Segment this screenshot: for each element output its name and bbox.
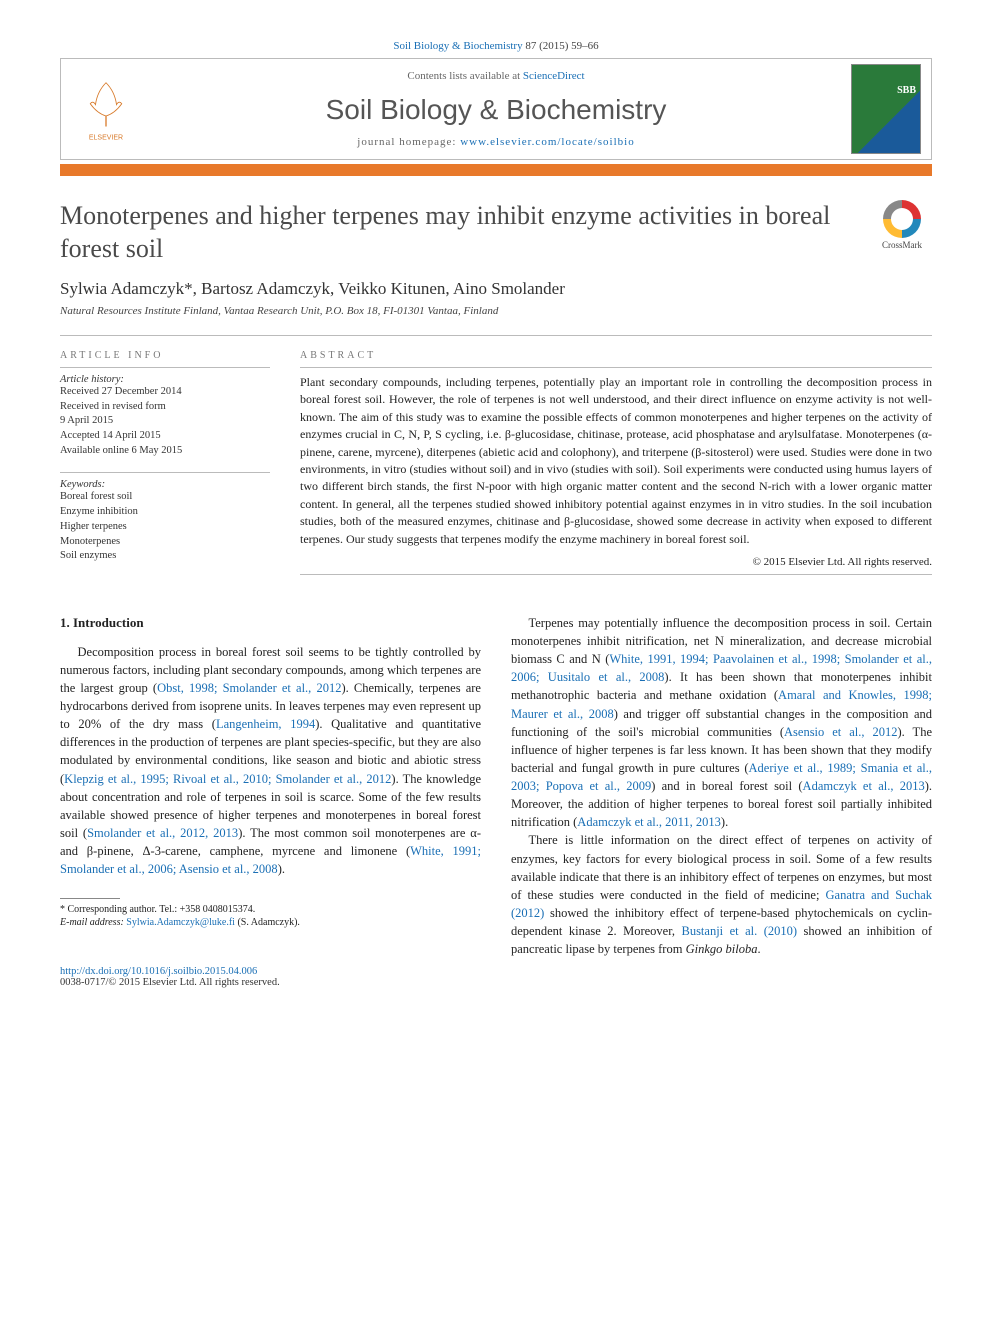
publisher-logo-cell: ELSEVIER <box>61 59 151 159</box>
citation-header: Soil Biology & Biochemistry 87 (2015) 59… <box>60 40 932 52</box>
elsevier-tree-logo: ELSEVIER <box>76 74 136 144</box>
keyword: Enzyme inhibition <box>60 505 270 520</box>
doi-line: http://dx.doi.org/10.1016/j.soilbio.2015… <box>60 966 932 977</box>
homepage-line: journal homepage: www.elsevier.com/locat… <box>151 136 841 148</box>
history-line: 9 April 2015 <box>60 414 270 429</box>
citation-link[interactable]: Obst, 1998; Smolander et al., 2012 <box>157 681 341 695</box>
intro-paragraph-2: Terpenes may potentially influence the d… <box>511 614 932 832</box>
header-center: Contents lists available at ScienceDirec… <box>151 59 841 159</box>
species-italic: Ginkgo biloba <box>686 942 758 956</box>
abstract-heading: ABSTRACT <box>300 350 932 361</box>
section-heading-intro: 1. Introduction <box>60 614 481 633</box>
crossmark-label: CrossMark <box>882 240 922 250</box>
journal-cover-cell <box>841 59 931 159</box>
keywords-label: Keywords: <box>60 479 270 490</box>
keyword: Soil enzymes <box>60 549 270 564</box>
doi-link[interactable]: http://dx.doi.org/10.1016/j.soilbio.2015… <box>60 966 257 977</box>
footnote-block: * Corresponding author. Tel.: +358 04080… <box>60 898 481 929</box>
homepage-prefix: journal homepage: <box>357 136 460 148</box>
footnote-separator <box>60 898 120 899</box>
sciencedirect-link[interactable]: ScienceDirect <box>523 70 585 82</box>
journal-header-box: ELSEVIER Contents lists available at Sci… <box>60 58 932 160</box>
title-row: Monoterpenes and higher terpenes may inh… <box>60 200 932 265</box>
citation-link[interactable]: Adamczyk et al., 2011, 2013 <box>577 815 721 829</box>
abstract-text: Plant secondary compounds, including ter… <box>300 367 932 548</box>
keyword: Monoterpenes <box>60 535 270 550</box>
corresponding-author-footnote: * Corresponding author. Tel.: +358 04080… <box>60 903 481 916</box>
authors-line: Sylwia Adamczyk*, Bartosz Adamczyk, Veik… <box>60 279 932 299</box>
citation-journal-link[interactable]: Soil Biology & Biochemistry <box>393 40 522 52</box>
body-two-column: 1. Introduction Decomposition process in… <box>60 614 932 958</box>
journal-name: Soil Biology & Biochemistry <box>151 94 841 126</box>
intro-paragraph-3: There is little information on the direc… <box>511 831 932 958</box>
citation-link[interactable]: Bustanji et al. (2010) <box>681 924 797 938</box>
abstract-column: ABSTRACT Plant secondary compounds, incl… <box>300 350 932 578</box>
keyword: Boreal forest soil <box>60 490 270 505</box>
article-history-block: Article history: Received 27 December 20… <box>60 367 270 458</box>
citation-link[interactable]: Adamczyk et al., 2013 <box>803 779 925 793</box>
citation-link[interactable]: Asensio et al., 2012 <box>784 725 898 739</box>
orange-divider-bar <box>60 164 932 176</box>
keywords-block: Keywords: Boreal forest soil Enzyme inhi… <box>60 472 270 563</box>
history-line: Available online 6 May 2015 <box>60 444 270 459</box>
history-line: Received in revised form <box>60 400 270 415</box>
history-line: Accepted 14 April 2015 <box>60 429 270 444</box>
citation-link[interactable]: Langenheim, 1994 <box>216 717 315 731</box>
info-abstract-row: ARTICLE INFO Article history: Received 2… <box>60 336 932 578</box>
crossmark-icon <box>883 200 921 238</box>
citation-link[interactable]: Smolander et al., 2012, 2013 <box>87 826 238 840</box>
intro-paragraph-1: Decomposition process in boreal forest s… <box>60 643 481 879</box>
email-label: E-mail address: <box>60 917 126 928</box>
footer-copyright: 0038-0717/© 2015 Elsevier Ltd. All right… <box>60 977 932 988</box>
article-info-heading: ARTICLE INFO <box>60 350 270 361</box>
history-label: Article history: <box>60 374 270 385</box>
keyword: Higher terpenes <box>60 520 270 535</box>
email-name: (S. Adamczyk). <box>235 917 300 928</box>
homepage-link[interactable]: www.elsevier.com/locate/soilbio <box>460 136 634 148</box>
author-email-link[interactable]: Sylwia.Adamczyk@luke.fi <box>126 917 235 928</box>
email-footnote: E-mail address: Sylwia.Adamczyk@luke.fi … <box>60 916 481 929</box>
journal-cover-thumbnail <box>851 64 921 154</box>
divider <box>300 574 932 575</box>
article-info-column: ARTICLE INFO Article history: Received 2… <box>60 350 270 578</box>
affiliation: Natural Resources Institute Finland, Van… <box>60 305 932 317</box>
abstract-copyright: © 2015 Elsevier Ltd. All rights reserved… <box>300 556 932 568</box>
citation-link[interactable]: Klepzig et al., 1995; Rivoal et al., 201… <box>64 772 391 786</box>
history-line: Received 27 December 2014 <box>60 385 270 400</box>
contents-line: Contents lists available at ScienceDirec… <box>151 70 841 82</box>
contents-prefix: Contents lists available at <box>407 70 522 82</box>
citation-volume-pages: 87 (2015) 59–66 <box>525 40 598 52</box>
crossmark-badge[interactable]: CrossMark <box>872 200 932 260</box>
svg-text:ELSEVIER: ELSEVIER <box>89 135 123 142</box>
article-title: Monoterpenes and higher terpenes may inh… <box>60 200 872 265</box>
